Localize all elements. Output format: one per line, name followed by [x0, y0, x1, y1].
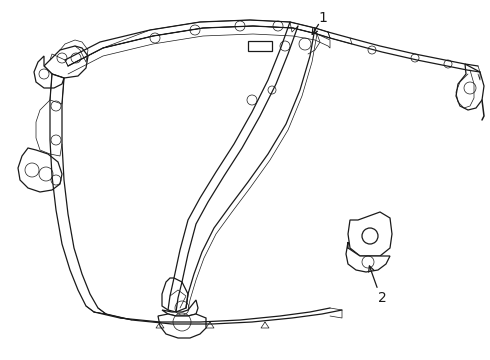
Polygon shape	[158, 314, 206, 338]
Polygon shape	[44, 46, 88, 78]
Polygon shape	[18, 148, 62, 192]
Text: 2: 2	[378, 291, 387, 305]
Polygon shape	[34, 56, 64, 88]
FancyBboxPatch shape	[248, 41, 272, 51]
Polygon shape	[346, 242, 390, 272]
Polygon shape	[348, 212, 392, 256]
Polygon shape	[162, 300, 198, 316]
Text: 1: 1	[318, 11, 327, 25]
Polygon shape	[162, 278, 188, 312]
Polygon shape	[456, 64, 484, 110]
